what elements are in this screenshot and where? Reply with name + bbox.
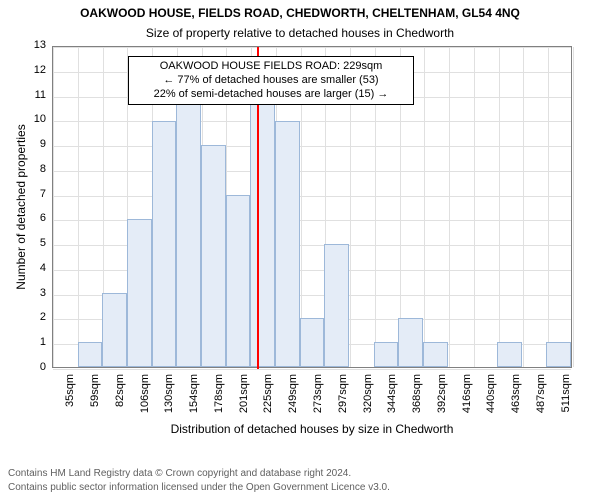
- x-tick-label: 440sqm: [485, 374, 497, 424]
- x-tick-label: 178sqm: [213, 374, 225, 424]
- bar: [127, 219, 152, 367]
- bar: [324, 244, 349, 367]
- x-tick-label: 416sqm: [461, 374, 473, 424]
- bar: [374, 342, 399, 367]
- bar: [250, 72, 275, 367]
- y-axis-label: Number of detached properties: [14, 117, 28, 297]
- x-tick-label: 273sqm: [312, 374, 324, 424]
- bar: [497, 342, 522, 367]
- bar: [201, 145, 226, 367]
- chart-container: OAKWOOD HOUSE, FIELDS ROAD, CHEDWORTH, C…: [0, 0, 600, 500]
- x-tick-label: 82sqm: [114, 374, 126, 424]
- x-tick-label: 297sqm: [337, 374, 349, 424]
- bar-slot: [423, 47, 448, 367]
- x-tick-label: 344sqm: [386, 374, 398, 424]
- x-tick-label: 154sqm: [188, 374, 200, 424]
- annotation-line-1: OAKWOOD HOUSE FIELDS ROAD: 229sqm: [135, 60, 407, 74]
- annotation-box: OAKWOOD HOUSE FIELDS ROAD: 229sqm ← 77% …: [128, 56, 414, 105]
- x-tick-label: 511sqm: [560, 374, 572, 424]
- x-tick-label: 35sqm: [64, 374, 76, 424]
- x-tick-label: 201sqm: [238, 374, 250, 424]
- x-tick-label: 487sqm: [535, 374, 547, 424]
- annotation-line-3: 22% of semi-detached houses are larger (…: [135, 88, 407, 102]
- x-tick-label: 249sqm: [287, 374, 299, 424]
- x-tick-label: 130sqm: [163, 374, 175, 424]
- x-axis-label: Distribution of detached houses by size …: [52, 422, 572, 436]
- bar: [546, 342, 571, 367]
- y-tick-label: 11: [22, 89, 46, 101]
- bar-slot: [448, 47, 473, 367]
- x-tick-label: 59sqm: [89, 374, 101, 424]
- bar: [423, 342, 448, 367]
- bar: [176, 96, 201, 367]
- footer-line-2: Contains public sector information licen…: [8, 482, 390, 493]
- annotation-line-2: ← 77% of detached houses are smaller (53…: [135, 74, 407, 88]
- bar-slot: [546, 47, 571, 367]
- x-tick-label: 368sqm: [411, 374, 423, 424]
- y-tick-label: 0: [22, 361, 46, 373]
- bar: [226, 195, 251, 367]
- bar: [275, 121, 300, 367]
- bar-slot: [78, 47, 103, 367]
- bar: [152, 121, 177, 367]
- bar: [398, 318, 423, 367]
- bar-slot: [497, 47, 522, 367]
- x-tick-label: 320sqm: [362, 374, 374, 424]
- x-tick-label: 463sqm: [510, 374, 522, 424]
- y-tick-label: 13: [22, 39, 46, 51]
- y-tick-label: 12: [22, 64, 46, 76]
- chart-title-line1: OAKWOOD HOUSE, FIELDS ROAD, CHEDWORTH, C…: [0, 6, 600, 20]
- footer-line-1: Contains HM Land Registry data © Crown c…: [8, 468, 351, 479]
- bar: [102, 293, 127, 367]
- y-tick-label: 1: [22, 336, 46, 348]
- x-tick-label: 225sqm: [262, 374, 274, 424]
- bar: [78, 342, 103, 367]
- bar-slot: [53, 47, 78, 367]
- bar-slot: [522, 47, 547, 367]
- bar-slot: [472, 47, 497, 367]
- chart-title-line2: Size of property relative to detached ho…: [0, 26, 600, 40]
- x-tick-label: 392sqm: [436, 374, 448, 424]
- bar-slot: [102, 47, 127, 367]
- y-tick-label: 2: [22, 311, 46, 323]
- x-tick-label: 106sqm: [139, 374, 151, 424]
- bar: [300, 318, 325, 367]
